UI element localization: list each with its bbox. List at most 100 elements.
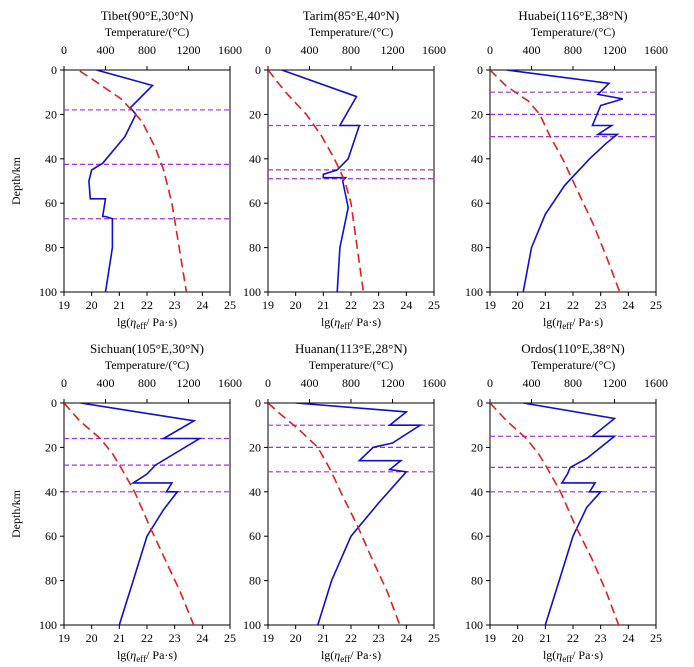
viscosity-line bbox=[523, 403, 617, 625]
x-bottom-tick-label: 24 bbox=[622, 298, 634, 312]
x-top-tick-label: 800 bbox=[342, 376, 360, 390]
temperature-line bbox=[490, 70, 621, 292]
y-tick-label: 60 bbox=[471, 529, 483, 543]
x-bottom-axis-title: lg(ηeff/ Pa·s) bbox=[117, 315, 177, 331]
x-top-tick-label: 0 bbox=[487, 43, 493, 57]
plot-frame bbox=[63, 402, 231, 626]
x-top-tick-label: 0 bbox=[265, 43, 271, 57]
y-tick-label: 40 bbox=[249, 485, 261, 499]
y-tick-label: 0 bbox=[255, 63, 261, 77]
x-top-tick-label: 1200 bbox=[177, 376, 201, 390]
y-tick-label: 60 bbox=[249, 529, 261, 543]
x-bottom-tick-label: 25 bbox=[428, 298, 440, 312]
y-tick-label: 20 bbox=[45, 107, 57, 121]
x-bottom-tick-label: 25 bbox=[650, 298, 662, 312]
x-top-axis-title: Temperature/(°C) bbox=[105, 25, 190, 39]
x-top-tick-label: 400 bbox=[301, 376, 319, 390]
x-bottom-title-suffix: / Pa·s) bbox=[146, 315, 177, 329]
x-bottom-tick-label: 21 bbox=[539, 298, 551, 312]
y-tick-label: 80 bbox=[45, 241, 57, 255]
y-tick-label: 20 bbox=[471, 107, 483, 121]
x-bottom-tick-label: 20 bbox=[290, 631, 302, 645]
y-tick-label: 100 bbox=[243, 618, 261, 632]
x-bottom-tick-label: 22 bbox=[567, 298, 579, 312]
y-tick-label: 40 bbox=[45, 485, 57, 499]
y-tick-label: 20 bbox=[471, 440, 483, 454]
x-top-tick-label: 1200 bbox=[603, 376, 627, 390]
y-tick-label: 60 bbox=[249, 196, 261, 210]
x-bottom-tick-label: 25 bbox=[650, 631, 662, 645]
temperature-line bbox=[490, 403, 620, 625]
x-bottom-tick-label: 22 bbox=[345, 631, 357, 645]
x-bottom-title-sub: eff bbox=[136, 321, 146, 331]
x-bottom-tick-label: 23 bbox=[595, 298, 607, 312]
x-bottom-title-prefix: lg( bbox=[321, 648, 334, 662]
x-bottom-title-suffix: / Pa·s) bbox=[572, 648, 603, 662]
x-bottom-tick-label: 25 bbox=[224, 298, 236, 312]
x-bottom-tick-label: 19 bbox=[484, 631, 496, 645]
x-top-tick-label: 0 bbox=[61, 376, 67, 390]
x-bottom-title-sub: eff bbox=[340, 321, 350, 331]
x-top-tick-label: 1200 bbox=[177, 43, 201, 57]
x-top-axis-title: Temperature/(°C) bbox=[531, 358, 616, 372]
x-bottom-tick-label: 20 bbox=[290, 298, 302, 312]
y-tick-label: 100 bbox=[465, 618, 483, 632]
x-top-tick-label: 800 bbox=[138, 43, 156, 57]
x-top-tick-label: 1200 bbox=[381, 43, 405, 57]
x-bottom-tick-label: 23 bbox=[169, 631, 181, 645]
y-tick-label: 80 bbox=[45, 574, 57, 588]
y-tick-label: 20 bbox=[45, 440, 57, 454]
x-top-tick-label: 800 bbox=[564, 43, 582, 57]
x-bottom-tick-label: 24 bbox=[400, 298, 412, 312]
panel-6: Ordos(110°E,38°N) Temperature/(°C) 19 20 21 2… bbox=[465, 341, 668, 664]
x-top-axis-title: Temperature/(°C) bbox=[309, 25, 394, 39]
x-bottom-title-prefix: lg( bbox=[117, 315, 130, 329]
y-tick-label: 60 bbox=[45, 196, 57, 210]
x-bottom-tick-label: 19 bbox=[58, 631, 70, 645]
x-bottom-title-eta: η bbox=[334, 648, 340, 662]
y-tick-label: 0 bbox=[255, 396, 261, 410]
viscosity-line bbox=[80, 403, 203, 625]
x-bottom-title-eta: η bbox=[556, 315, 562, 329]
temperature-line bbox=[76, 70, 188, 292]
x-bottom-title-suffix: / Pa·s) bbox=[350, 648, 381, 662]
x-bottom-title-eta: η bbox=[334, 315, 340, 329]
panel-title: Sichuan(105°E,30°N) bbox=[90, 341, 204, 356]
x-top-tick-label: 1200 bbox=[381, 376, 405, 390]
x-top-tick-label: 1600 bbox=[218, 376, 242, 390]
x-bottom-axis-title: lg(ηeff/ Pa·s) bbox=[321, 315, 381, 331]
y-tick-label: 60 bbox=[471, 196, 483, 210]
x-bottom-title-suffix: / Pa·s) bbox=[350, 315, 381, 329]
y-axis-title: Depth/km bbox=[9, 156, 23, 205]
x-top-tick-label: 1200 bbox=[603, 43, 627, 57]
y-tick-label: 0 bbox=[477, 63, 483, 77]
panel-1: Tibet(90°E,30°N) Temperature/(°C) 19 20 21 22… bbox=[9, 8, 242, 331]
y-tick-label: 40 bbox=[45, 152, 57, 166]
x-bottom-title-eta: η bbox=[130, 648, 136, 662]
x-bottom-tick-label: 22 bbox=[141, 298, 153, 312]
x-bottom-tick-label: 22 bbox=[345, 298, 357, 312]
x-top-tick-label: 1600 bbox=[422, 43, 446, 57]
x-bottom-axis-title: lg(ηeff/ Pa·s) bbox=[117, 648, 177, 664]
y-tick-label: 100 bbox=[243, 285, 261, 299]
y-axis-title: Depth/km bbox=[9, 489, 23, 538]
x-bottom-tick-label: 22 bbox=[567, 631, 579, 645]
x-bottom-tick-label: 24 bbox=[400, 631, 412, 645]
x-bottom-title-eta: η bbox=[130, 315, 136, 329]
viscosity-line bbox=[88, 70, 155, 292]
panel-2: Tarim(85°E,40°N) Temperature/(°C) 19 20 21 22… bbox=[243, 8, 446, 331]
temperature-line bbox=[268, 70, 365, 292]
panel-title: Tibet(90°E,30°N) bbox=[101, 8, 194, 23]
x-bottom-axis-title: lg(ηeff/ Pa·s) bbox=[321, 648, 381, 664]
x-bottom-tick-label: 21 bbox=[539, 631, 551, 645]
y-tick-label: 80 bbox=[249, 241, 261, 255]
x-top-tick-label: 0 bbox=[61, 43, 67, 57]
x-bottom-title-sub: eff bbox=[136, 654, 146, 664]
y-tick-label: 100 bbox=[39, 618, 57, 632]
x-bottom-tick-label: 20 bbox=[512, 631, 524, 645]
plot-frame bbox=[267, 69, 435, 293]
x-top-tick-label: 1600 bbox=[644, 376, 668, 390]
x-bottom-axis-title: lg(ηeff/ Pa·s) bbox=[543, 315, 603, 331]
y-tick-label: 60 bbox=[45, 529, 57, 543]
y-tick-label: 80 bbox=[471, 574, 483, 588]
